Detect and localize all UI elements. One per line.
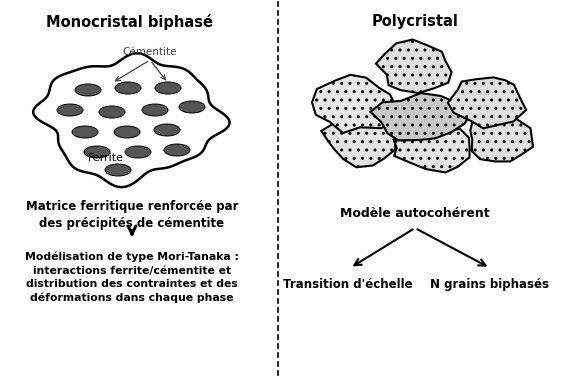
Ellipse shape <box>72 126 98 138</box>
Ellipse shape <box>155 82 181 94</box>
Ellipse shape <box>84 146 110 158</box>
Text: Matrice ferritique renforcée par
des précipités de cémentite: Matrice ferritique renforcée par des pré… <box>26 200 238 230</box>
Ellipse shape <box>105 164 131 176</box>
Ellipse shape <box>115 82 141 94</box>
Text: Polycristal: Polycristal <box>371 14 458 29</box>
Polygon shape <box>370 93 470 140</box>
Ellipse shape <box>164 144 190 156</box>
Ellipse shape <box>154 124 180 136</box>
Text: Transition d'échelle: Transition d'échelle <box>283 278 413 291</box>
Text: Modèle autocohérent: Modèle autocohérent <box>340 207 490 220</box>
Text: N grains biphasés: N grains biphasés <box>430 278 550 291</box>
Polygon shape <box>448 77 526 128</box>
Ellipse shape <box>125 146 151 158</box>
Ellipse shape <box>114 126 140 138</box>
Polygon shape <box>376 39 452 93</box>
Polygon shape <box>394 123 470 173</box>
Ellipse shape <box>142 104 168 116</box>
Ellipse shape <box>75 84 101 96</box>
Text: Cémentite: Cémentite <box>123 47 177 57</box>
Text: Ferrite: Ferrite <box>88 153 124 163</box>
Text: Modélisation de type Mori-Tanaka :
interactions ferrite/cémentite et
distributio: Modélisation de type Mori-Tanaka : inter… <box>25 252 239 303</box>
Polygon shape <box>33 53 229 187</box>
Polygon shape <box>312 75 397 133</box>
Ellipse shape <box>179 101 205 113</box>
Ellipse shape <box>99 106 125 118</box>
Polygon shape <box>321 113 401 167</box>
Polygon shape <box>470 117 533 161</box>
Text: Monocristal biphasé: Monocristal biphasé <box>47 14 214 30</box>
Ellipse shape <box>57 104 83 116</box>
